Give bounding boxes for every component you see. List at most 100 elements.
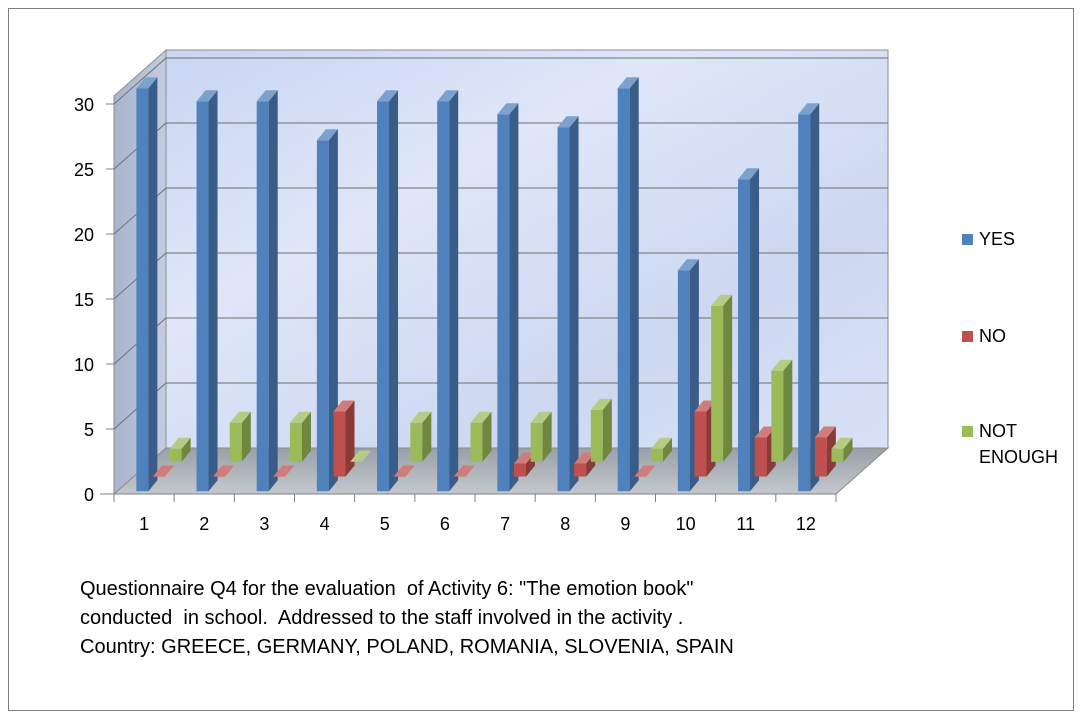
bar [169, 448, 182, 462]
bar-side [569, 116, 579, 492]
bar-top [196, 90, 218, 102]
bar [136, 88, 149, 492]
bar-top [798, 103, 820, 115]
bar-top [213, 465, 235, 477]
bar [289, 422, 302, 462]
bar-side [542, 411, 552, 462]
bar [694, 411, 707, 477]
bar-side [181, 437, 191, 462]
bar [771, 370, 784, 462]
bar [229, 422, 242, 462]
bar [590, 409, 603, 462]
bar-top [711, 294, 733, 306]
bar-side [509, 103, 519, 492]
bar-top [650, 437, 672, 449]
x-tick-label: 1 [139, 514, 149, 534]
bar-top [497, 103, 519, 115]
y-tick-label: 20 [74, 225, 94, 245]
bar [754, 437, 767, 477]
bar-top [229, 411, 251, 423]
bar-top [169, 437, 191, 449]
bar [497, 114, 510, 492]
bar-top [256, 90, 278, 102]
bar [514, 463, 527, 477]
x-tick-label: 7 [500, 514, 510, 534]
bar-top [831, 437, 853, 449]
y-tick-label: 30 [74, 95, 94, 115]
bar [814, 437, 827, 477]
bar [798, 114, 811, 492]
bar [196, 101, 209, 492]
bars [136, 77, 853, 492]
x-tick-label: 2 [199, 514, 209, 534]
bar-top [453, 465, 475, 477]
bar-side [843, 437, 853, 462]
bar-side [750, 168, 760, 492]
bar-top [393, 465, 415, 477]
x-tick-label: 5 [380, 514, 390, 534]
bar-top [771, 359, 793, 371]
bar [738, 179, 751, 492]
legend-swatch-no [962, 331, 973, 342]
bar-side [602, 398, 612, 462]
x-tick-label: 3 [259, 514, 269, 534]
bar-top [470, 411, 492, 423]
bar-side [345, 400, 355, 477]
chart-caption: Questionnaire Q4 for the evaluation of A… [80, 575, 980, 662]
bar-top [677, 259, 699, 271]
bar-side [422, 411, 432, 462]
x-tick-label: 6 [440, 514, 450, 534]
bar-side [328, 129, 338, 492]
bar [437, 101, 450, 492]
legend-swatch-not-enough [962, 426, 973, 437]
bar-top [754, 426, 776, 438]
bar-top [574, 452, 596, 464]
bar [316, 140, 329, 492]
bar-side [723, 294, 733, 462]
legend-swatch-yes [962, 234, 973, 245]
bar-top [273, 465, 295, 477]
bar-top [333, 400, 355, 412]
y-tick-label: 0 [84, 485, 94, 505]
bar [470, 422, 483, 462]
bar [650, 448, 663, 462]
bar-side [482, 411, 492, 462]
y-tick-label: 10 [74, 355, 94, 375]
bar-top [530, 411, 552, 423]
bar-top [437, 90, 459, 102]
bar-top [350, 450, 372, 462]
x-tick-label: 10 [676, 514, 696, 534]
gridline-side [113, 57, 167, 105]
x-tick-label: 8 [560, 514, 570, 534]
bar-side [783, 359, 793, 462]
legend-label-not-enough-line1: NOT [979, 421, 1017, 441]
y-tick-label: 5 [84, 420, 94, 440]
bar-side [268, 90, 278, 492]
bar [333, 411, 346, 477]
bar-side [301, 411, 311, 462]
bar-side [241, 411, 251, 462]
bar [557, 127, 570, 492]
bar-side [148, 77, 158, 492]
legend: YES NO NOT ENOUGH [962, 229, 1058, 467]
legend-label-yes: YES [979, 229, 1015, 249]
bar-top [738, 168, 760, 180]
x-tick-label: 12 [796, 514, 816, 534]
bar-top [316, 129, 338, 141]
bar-top [634, 465, 656, 477]
bar-top [590, 398, 612, 410]
gridlines [113, 57, 888, 430]
legend-label-not-enough-line2: ENOUGH [979, 447, 1058, 467]
bar [530, 422, 543, 462]
bar-top [814, 426, 836, 438]
bar [617, 88, 630, 492]
bar-side [810, 103, 820, 492]
bar-side [208, 90, 218, 492]
x-tick-label: 4 [320, 514, 330, 534]
caption-line-1: Questionnaire Q4 for the evaluation of A… [80, 578, 694, 600]
bar [677, 270, 690, 492]
bar [831, 448, 844, 462]
bar-side [389, 90, 399, 492]
